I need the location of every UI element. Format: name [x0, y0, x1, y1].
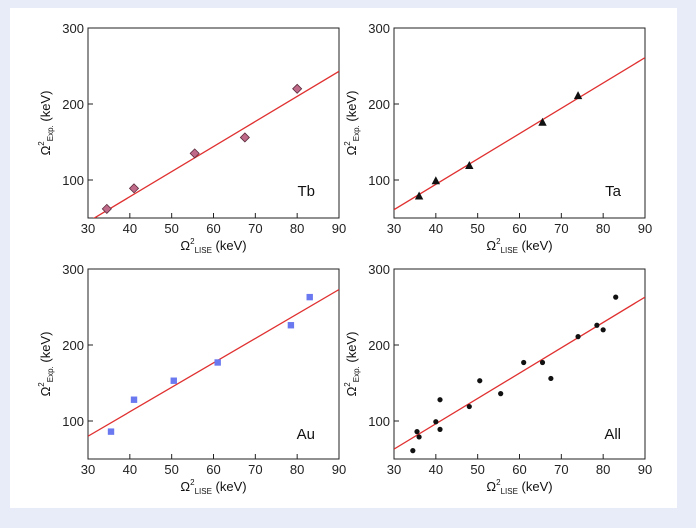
data-point — [465, 161, 474, 170]
y-tick-label: 100 — [368, 173, 390, 188]
data-point — [548, 375, 554, 382]
y-tick-label: 300 — [62, 262, 84, 277]
data-point — [433, 419, 439, 425]
data-point — [306, 293, 313, 301]
x-tick-label: 60 — [512, 462, 526, 477]
y-tick-label: 300 — [368, 262, 390, 277]
x-tick-label: 90 — [332, 462, 346, 477]
panel-all: 30 40 50 60 70 80 90 100 200 300 All Ω2LISE (keV) Ω2… — [343, 262, 652, 496]
x-tick-label: 70 — [248, 462, 262, 477]
data-point — [239, 132, 250, 143]
y-axis-label: Ω2Exp. (keV) — [37, 91, 55, 156]
fit-line — [93, 70, 339, 218]
chart-grid: 30 40 50 60 70 80 90 100 200 300 Tb Ω2LISE (keV) Ω2E… — [37, 21, 652, 496]
x-tick-label: 40 — [429, 462, 443, 477]
y-tick-label: 200 — [368, 338, 390, 353]
data-point — [287, 322, 295, 329]
data-point — [214, 359, 221, 366]
panel-tb: 30 40 50 60 70 80 90 100 200 300 Tb Ω2LISE (keV) Ω2E… — [37, 21, 346, 255]
data-point — [128, 183, 140, 194]
data-point — [498, 391, 504, 397]
data-point — [477, 378, 483, 384]
data-point — [431, 176, 441, 185]
data-point — [414, 191, 424, 200]
fit-line — [394, 57, 645, 211]
x-tick-label: 80 — [596, 221, 610, 236]
x-tick-label: 70 — [554, 462, 568, 477]
y-tick-label: 300 — [62, 21, 84, 36]
data-point — [594, 322, 600, 328]
data-point — [538, 117, 547, 126]
x-tick-label: 70 — [554, 221, 568, 236]
data-point — [416, 434, 422, 440]
x-tick-label: 80 — [290, 221, 304, 236]
x-tick-label: 70 — [248, 221, 262, 236]
x-axis-label: Ω2LISE (keV) — [486, 237, 552, 255]
x-tick-label: 90 — [638, 462, 652, 477]
x-tick-label: 60 — [512, 221, 526, 236]
data-point — [170, 377, 177, 384]
data-point — [613, 294, 619, 300]
y-tick-label: 100 — [62, 414, 84, 429]
data-point — [101, 203, 112, 214]
x-tick-label: 50 — [164, 221, 178, 236]
x-axis-label: Ω2LISE (keV) — [180, 478, 246, 496]
data-point — [130, 396, 138, 403]
data-point — [521, 359, 527, 366]
x-tick-label: 60 — [206, 221, 220, 236]
x-tick-label: 50 — [470, 462, 484, 477]
x-tick-label: 80 — [596, 462, 610, 477]
data-point — [107, 428, 115, 435]
data-point — [466, 403, 472, 410]
figure: 30 40 50 60 70 80 90 100 200 300 Tb Ω2LISE (keV) Ω2E… — [10, 8, 677, 508]
data-point — [600, 327, 606, 333]
y-tick-label: 300 — [368, 21, 390, 36]
x-tick-label: 50 — [470, 221, 484, 236]
y-axis-label: Ω2Exp. (keV) — [343, 91, 361, 156]
y-tick-label: 200 — [368, 97, 390, 112]
panel-ta: 30 40 50 60 70 80 90 100 200 300 Ta Ω2LISE (keV) Ω2E… — [343, 21, 652, 255]
data-point — [292, 83, 303, 94]
y-tick-label: 100 — [368, 414, 390, 429]
x-tick-label: 30 — [387, 221, 401, 236]
panel-label: Tb — [297, 183, 315, 200]
data-point — [414, 429, 420, 435]
data-point — [575, 334, 581, 340]
panel-label: Au — [297, 426, 315, 443]
panel-au: 30 40 50 60 70 80 90 100 200 300 Au Ω2LISE (keV) Ω2E… — [37, 262, 346, 496]
x-tick-label: 40 — [429, 221, 443, 236]
y-tick-label: 200 — [62, 338, 84, 353]
y-tick-label: 100 — [62, 173, 84, 188]
data-point — [189, 148, 200, 159]
panel-label: All — [604, 426, 621, 443]
x-tick-label: 90 — [332, 221, 346, 236]
x-tick-label: 30 — [81, 221, 95, 236]
x-tick-label: 30 — [387, 462, 401, 477]
y-tick-label: 200 — [62, 97, 84, 112]
y-axis-label: Ω2Exp. (keV) — [343, 332, 361, 397]
x-tick-label: 60 — [206, 462, 220, 477]
x-tick-label: 50 — [164, 462, 178, 477]
x-axis-label: Ω2LISE (keV) — [486, 478, 552, 496]
panel-label: Ta — [605, 183, 622, 200]
x-tick-label: 40 — [123, 221, 137, 236]
data-point — [573, 91, 583, 100]
x-tick-label: 80 — [290, 462, 304, 477]
x-tick-label: 40 — [123, 462, 137, 477]
x-tick-label: 30 — [81, 462, 95, 477]
data-point — [437, 397, 443, 403]
x-axis-label: Ω2LISE (keV) — [180, 237, 246, 255]
x-tick-label: 90 — [638, 221, 652, 236]
data-point — [539, 359, 546, 366]
data-point — [410, 448, 416, 454]
fit-line — [88, 288, 339, 437]
y-axis-label: Ω2Exp. (keV) — [37, 332, 55, 397]
data-point — [437, 426, 443, 432]
